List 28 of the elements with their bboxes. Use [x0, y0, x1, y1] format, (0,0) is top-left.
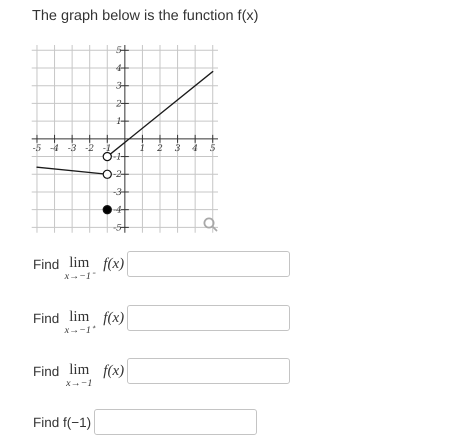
text: Find limx→−1⁺ f(x) — [33, 308, 124, 337]
x-tick-label: -3 — [68, 144, 77, 154]
x-tick-label: -2 — [85, 144, 94, 154]
text: Find limx→−1⁻ f(x) — [33, 254, 124, 283]
point — [102, 170, 112, 179]
x-tick-label: 2 — [156, 144, 164, 154]
y-tick-label: -5 — [113, 223, 122, 234]
y-tick-label: 4 — [115, 64, 122, 74]
x-tick-label: 3 — [174, 144, 181, 154]
y-tick-label: 3 — [116, 82, 122, 92]
point — [102, 205, 112, 214]
x-tick-label: -4 — [50, 144, 60, 154]
y-tick-label: 5 — [116, 46, 122, 56]
y-tick-label: -4 — [113, 206, 122, 216]
text: Find f(−1) — [33, 414, 92, 432]
y-tick-label: -2 — [113, 170, 122, 180]
x-tick-label: -5 — [32, 144, 42, 154]
x-tick-label: 4 — [191, 144, 198, 154]
y-tick-label: 2 — [115, 99, 122, 110]
y-tick-label: 1 — [116, 117, 122, 128]
chart-title: The graph below is the function f(x) — [32, 8, 258, 24]
y-tick-label: -1 — [113, 152, 122, 162]
point — [102, 152, 112, 162]
x-tick-label: -1 — [102, 144, 112, 154]
x-tick-label: 5 — [210, 144, 216, 154]
y-tick-label: -3 — [113, 188, 122, 198]
text: Find limx→−1 f(x) — [33, 361, 124, 390]
x-tick-label: 1 — [140, 144, 146, 154]
